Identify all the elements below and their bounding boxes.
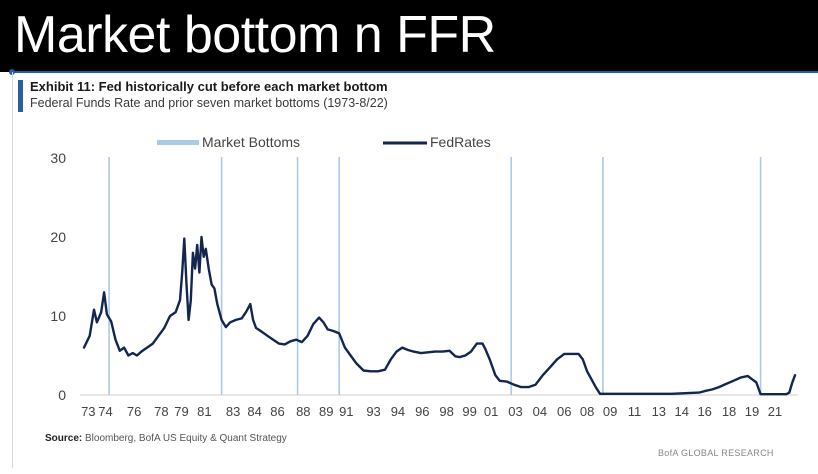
x-tick-label: 78 [154,404,168,419]
x-tick-label: 88 [296,404,310,419]
x-axis: 73 74 76 78 79 81 83 84 86 88 89 91 93 94 96 98 99 01 03 04… [81,404,782,419]
header-rule [10,71,818,73]
x-tick-label: 93 [366,404,380,419]
y-tick-label: 30 [50,150,66,166]
x-tick-label: 04 [533,404,547,419]
x-tick-label: 08 [580,404,594,419]
x-tick-label: 94 [391,404,405,419]
source-note: Source: Bloomberg, BofA US Equity & Quan… [45,433,287,444]
fedrates-series [82,235,797,396]
x-tick-label: 21 [768,404,782,419]
y-axis: 0 10 20 30 [50,150,66,403]
x-tick-label: 86 [270,404,284,419]
y-tick-label: 20 [50,229,66,245]
x-tick-label: 73 [81,404,95,419]
exhibit-accent-bar [18,80,23,112]
x-tick-label: 14 [675,404,689,419]
legend-market-bottoms-label: Market Bottoms [202,134,300,150]
x-tick-label: 09 [603,404,617,419]
fedrates-line [82,235,797,396]
slide-title: Market bottom n FFR [14,6,496,64]
x-tick-label: 19 [745,404,759,419]
y-tick-label: 10 [50,308,66,324]
x-tick-label: 91 [339,404,353,419]
y-tick-label: 0 [58,387,66,403]
legend-market-bottoms-swatch [157,140,199,145]
x-tick-label: 99 [462,404,476,419]
slide-header: Market bottom n FFR [0,0,818,72]
x-tick-label: 79 [174,404,188,419]
x-tick-label: 98 [439,404,453,419]
legend-fedrates-label: FedRates [430,134,491,150]
x-tick-label: 06 [557,404,571,419]
x-tick-label: 96 [415,404,429,419]
x-tick-label: 89 [319,404,333,419]
left-border [12,72,13,468]
x-tick-label: 13 [652,404,666,419]
chart-subtitle: Federal Funds Rate and prior seven marke… [30,96,388,110]
source-text: Bloomberg, BofA US Equity & Quant Strate… [82,433,287,444]
source-label: Source: [45,433,83,444]
x-tick-label: 03 [508,404,522,419]
x-tick-label: 76 [127,404,141,419]
chart-legend: Market Bottoms FedRates [157,134,491,150]
x-tick-label: 84 [247,404,261,419]
market-bottom-lines [108,157,762,395]
chart-title: Exhibit 11: Fed historically cut before … [30,79,388,94]
x-tick-label: 81 [197,404,211,419]
brand-label: BofA GLOBAL RESEARCH [658,448,774,458]
x-tick-label: 74 [98,404,112,419]
x-tick-label: 16 [697,404,711,419]
x-tick-label: 01 [484,404,498,419]
x-tick-label: 11 [628,404,642,419]
x-tick-label: 18 [722,404,736,419]
x-tick-label: 83 [226,404,240,419]
